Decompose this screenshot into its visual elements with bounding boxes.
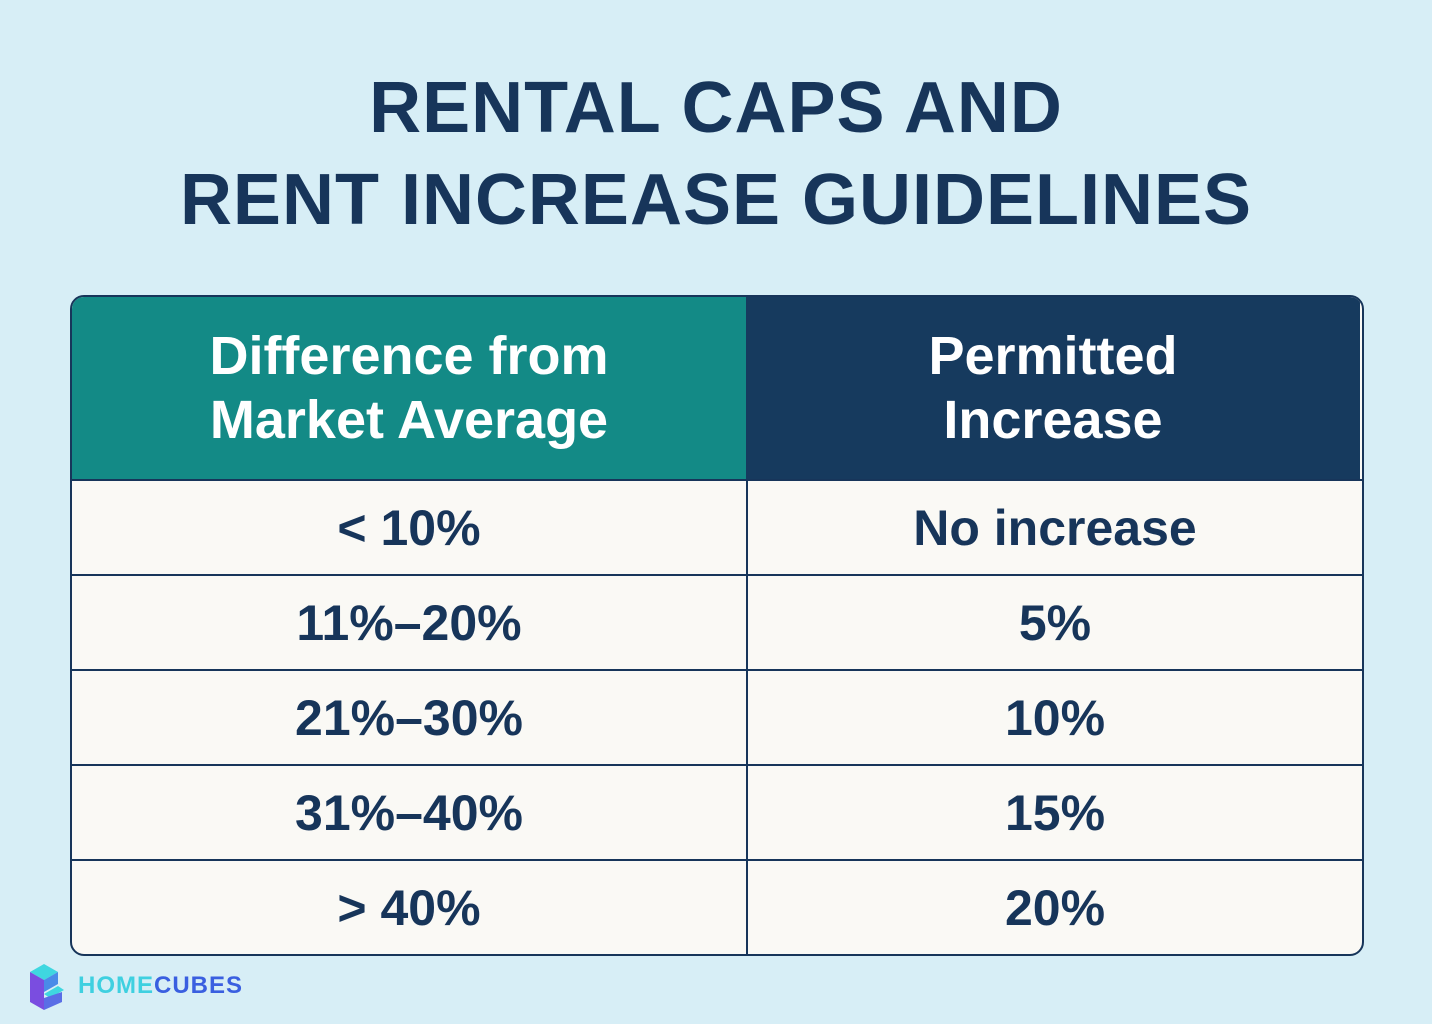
brand-logo <box>30 964 64 1010</box>
table-row: < 10% No increase <box>72 479 1362 574</box>
table: Difference from Market Average Permitted… <box>70 295 1364 956</box>
title-line: RENTAL CAPS AND <box>369 68 1063 148</box>
cell: 21%–30% <box>72 671 748 764</box>
header-text: Permitted Increase <box>928 326 1178 450</box>
header-cell: Permitted Increase <box>746 297 1360 479</box>
table-header: Difference from Market Average Permitted… <box>72 297 1362 479</box>
title: RENTAL CAPS AND RENT INCREASE GUIDELINES <box>0 62 1432 246</box>
cell: 15% <box>1004 784 1106 841</box>
header-cell: Difference from Market Average <box>72 297 746 479</box>
cell: 11%–20% <box>72 576 748 669</box>
table-row: 11%–20% 5% <box>72 574 1362 669</box>
table-row: 31%–40% 15% <box>72 764 1362 859</box>
table-row: 21%–30% 10% <box>72 669 1362 764</box>
cell: 20% <box>1004 879 1106 936</box>
cell: 5% <box>1018 594 1092 651</box>
cell: > 40% <box>72 861 748 954</box>
brand-part: CUBES <box>154 972 244 999</box>
title-line: RENT INCREASE GUIDELINES <box>179 160 1253 240</box>
brand-part: HOME <box>78 972 154 999</box>
brand-name: HOMECUBES <box>78 972 243 1000</box>
cell: 31%–40% <box>72 766 748 859</box>
cell: < 10% <box>72 481 748 574</box>
brand: HOMECUBES <box>26 958 243 1014</box>
cell: 10% <box>1004 689 1106 746</box>
cell: No increase <box>913 499 1197 556</box>
table-row: > 40% 20% <box>72 859 1362 954</box>
header-text: Difference from Market Average <box>209 326 609 450</box>
